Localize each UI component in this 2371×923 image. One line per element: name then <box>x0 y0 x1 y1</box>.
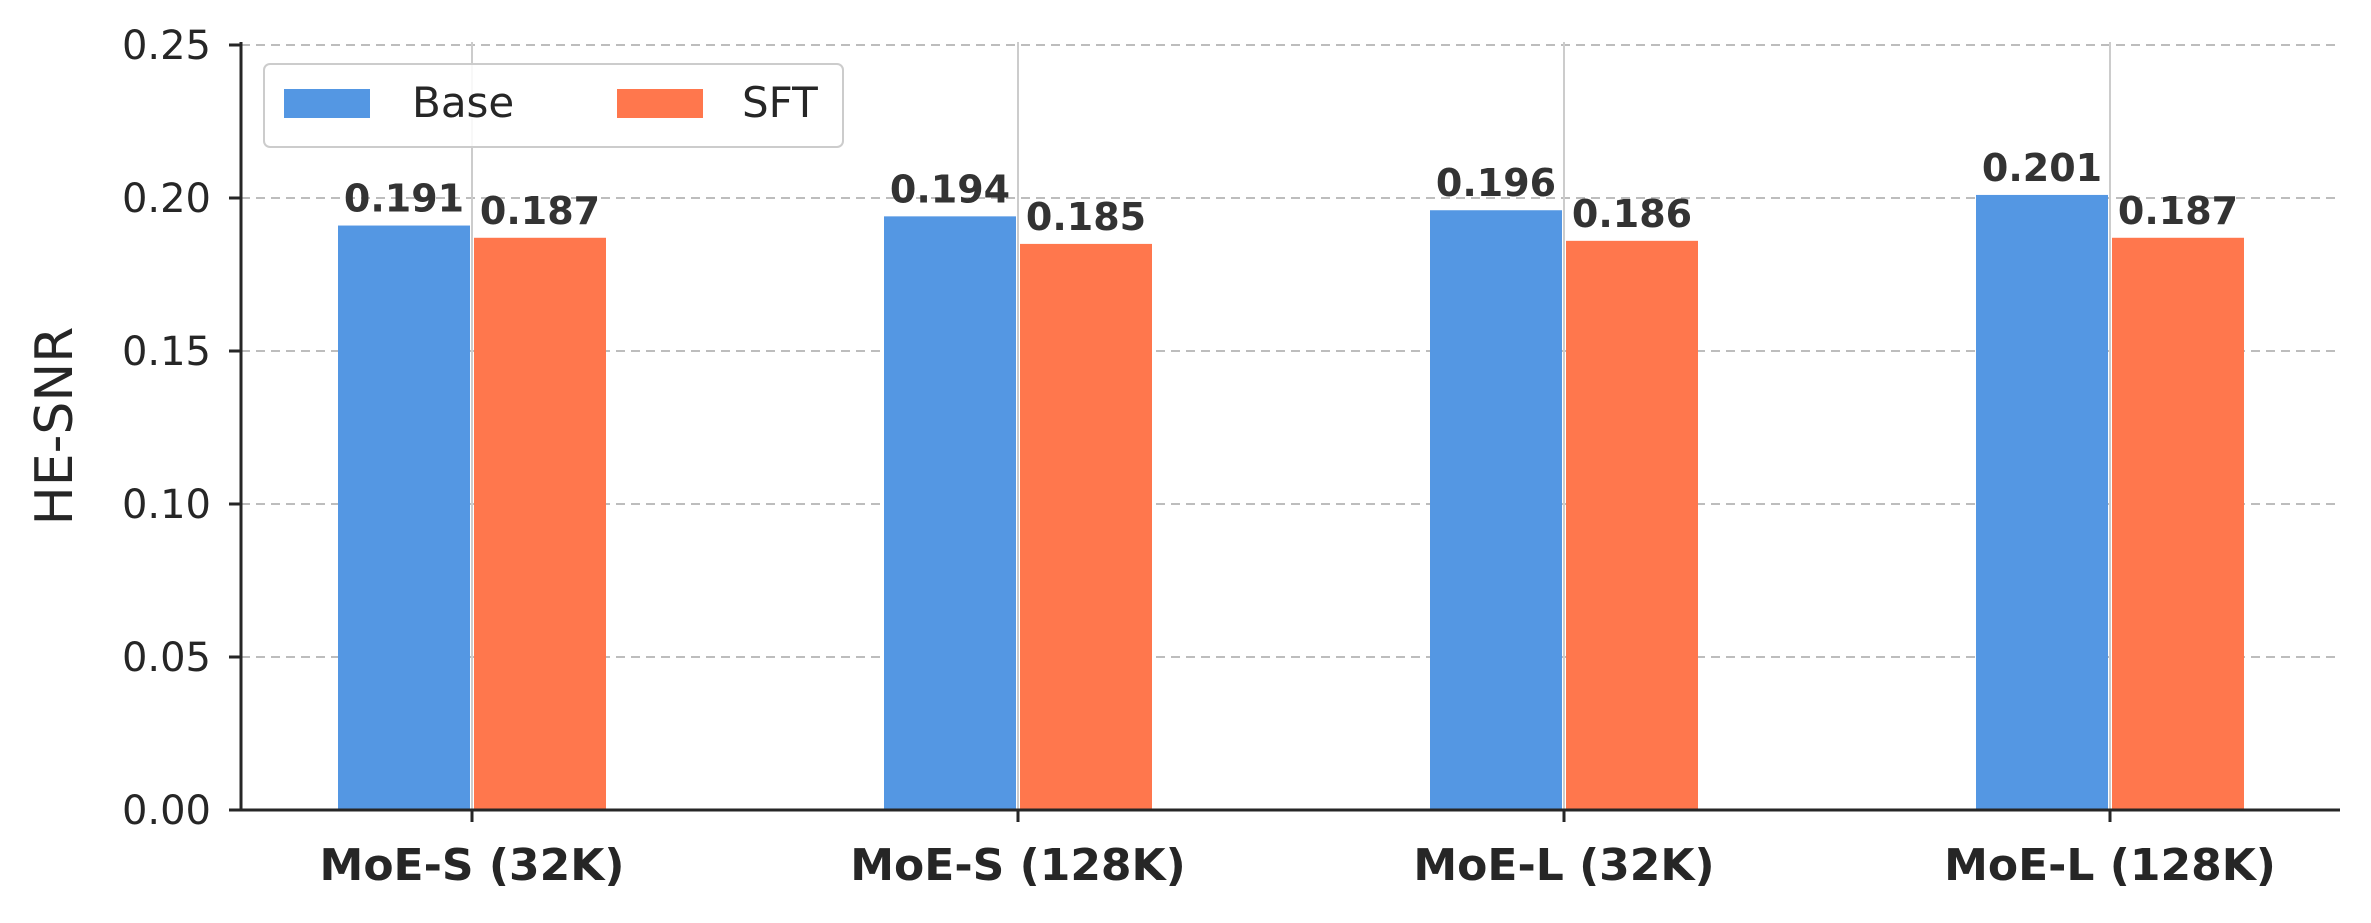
legend: Base SFT <box>263 63 844 148</box>
data-label-base: 0.194 <box>890 167 1010 211</box>
legend-label-sft: SFT <box>742 78 818 127</box>
legend-swatch-base <box>284 89 370 118</box>
y-tick-label: 0.25 <box>122 23 211 69</box>
y-tick-label: 0.20 <box>122 176 211 222</box>
y-axis-title: HE-SNR <box>25 327 85 526</box>
legend-label-base: Base <box>412 78 514 127</box>
data-label-sft: 0.187 <box>2118 189 2238 233</box>
y-tick-label: 0.05 <box>122 635 211 681</box>
data-label-sft: 0.186 <box>1572 192 1692 236</box>
bar-base <box>884 216 1016 811</box>
bar-base <box>1976 194 2108 810</box>
data-label-sft: 0.187 <box>480 189 600 233</box>
tick-labels: 0.00 0.05 0.10 0.15 0.20 0.25 MoE-S (32K) MoE-S… <box>122 23 2276 891</box>
x-tick-label: MoE-S (32K) <box>320 840 625 891</box>
x-tick-label: MoE-L (128K) <box>1944 840 2276 891</box>
data-label-base: 0.196 <box>1436 161 1556 205</box>
axes <box>229 42 2340 822</box>
data-label-base: 0.191 <box>344 177 464 221</box>
bar-sft <box>474 237 606 810</box>
y-tick-label: 0.10 <box>122 482 211 528</box>
bar-sft <box>2112 237 2244 810</box>
bar-base <box>338 225 470 811</box>
bars <box>338 194 2244 811</box>
legend-swatch-sft <box>617 89 703 118</box>
data-label-sft: 0.185 <box>1026 195 1146 239</box>
x-tick-label: MoE-L (32K) <box>1413 840 1714 891</box>
bar-sft <box>1566 240 1698 811</box>
x-tick-label: MoE-S (128K) <box>850 840 1186 891</box>
data-labels: 0.191 0.187 0.194 0.185 0.196 0.186 0.201 0.187 <box>344 146 2238 239</box>
legend-box <box>263 63 844 148</box>
y-tick-label: 0.15 <box>122 329 211 375</box>
data-label-base: 0.201 <box>1982 146 2102 190</box>
bar-sft <box>1020 243 1152 810</box>
bar-base <box>1430 210 1562 811</box>
y-tick-label: 0.00 <box>122 788 211 834</box>
